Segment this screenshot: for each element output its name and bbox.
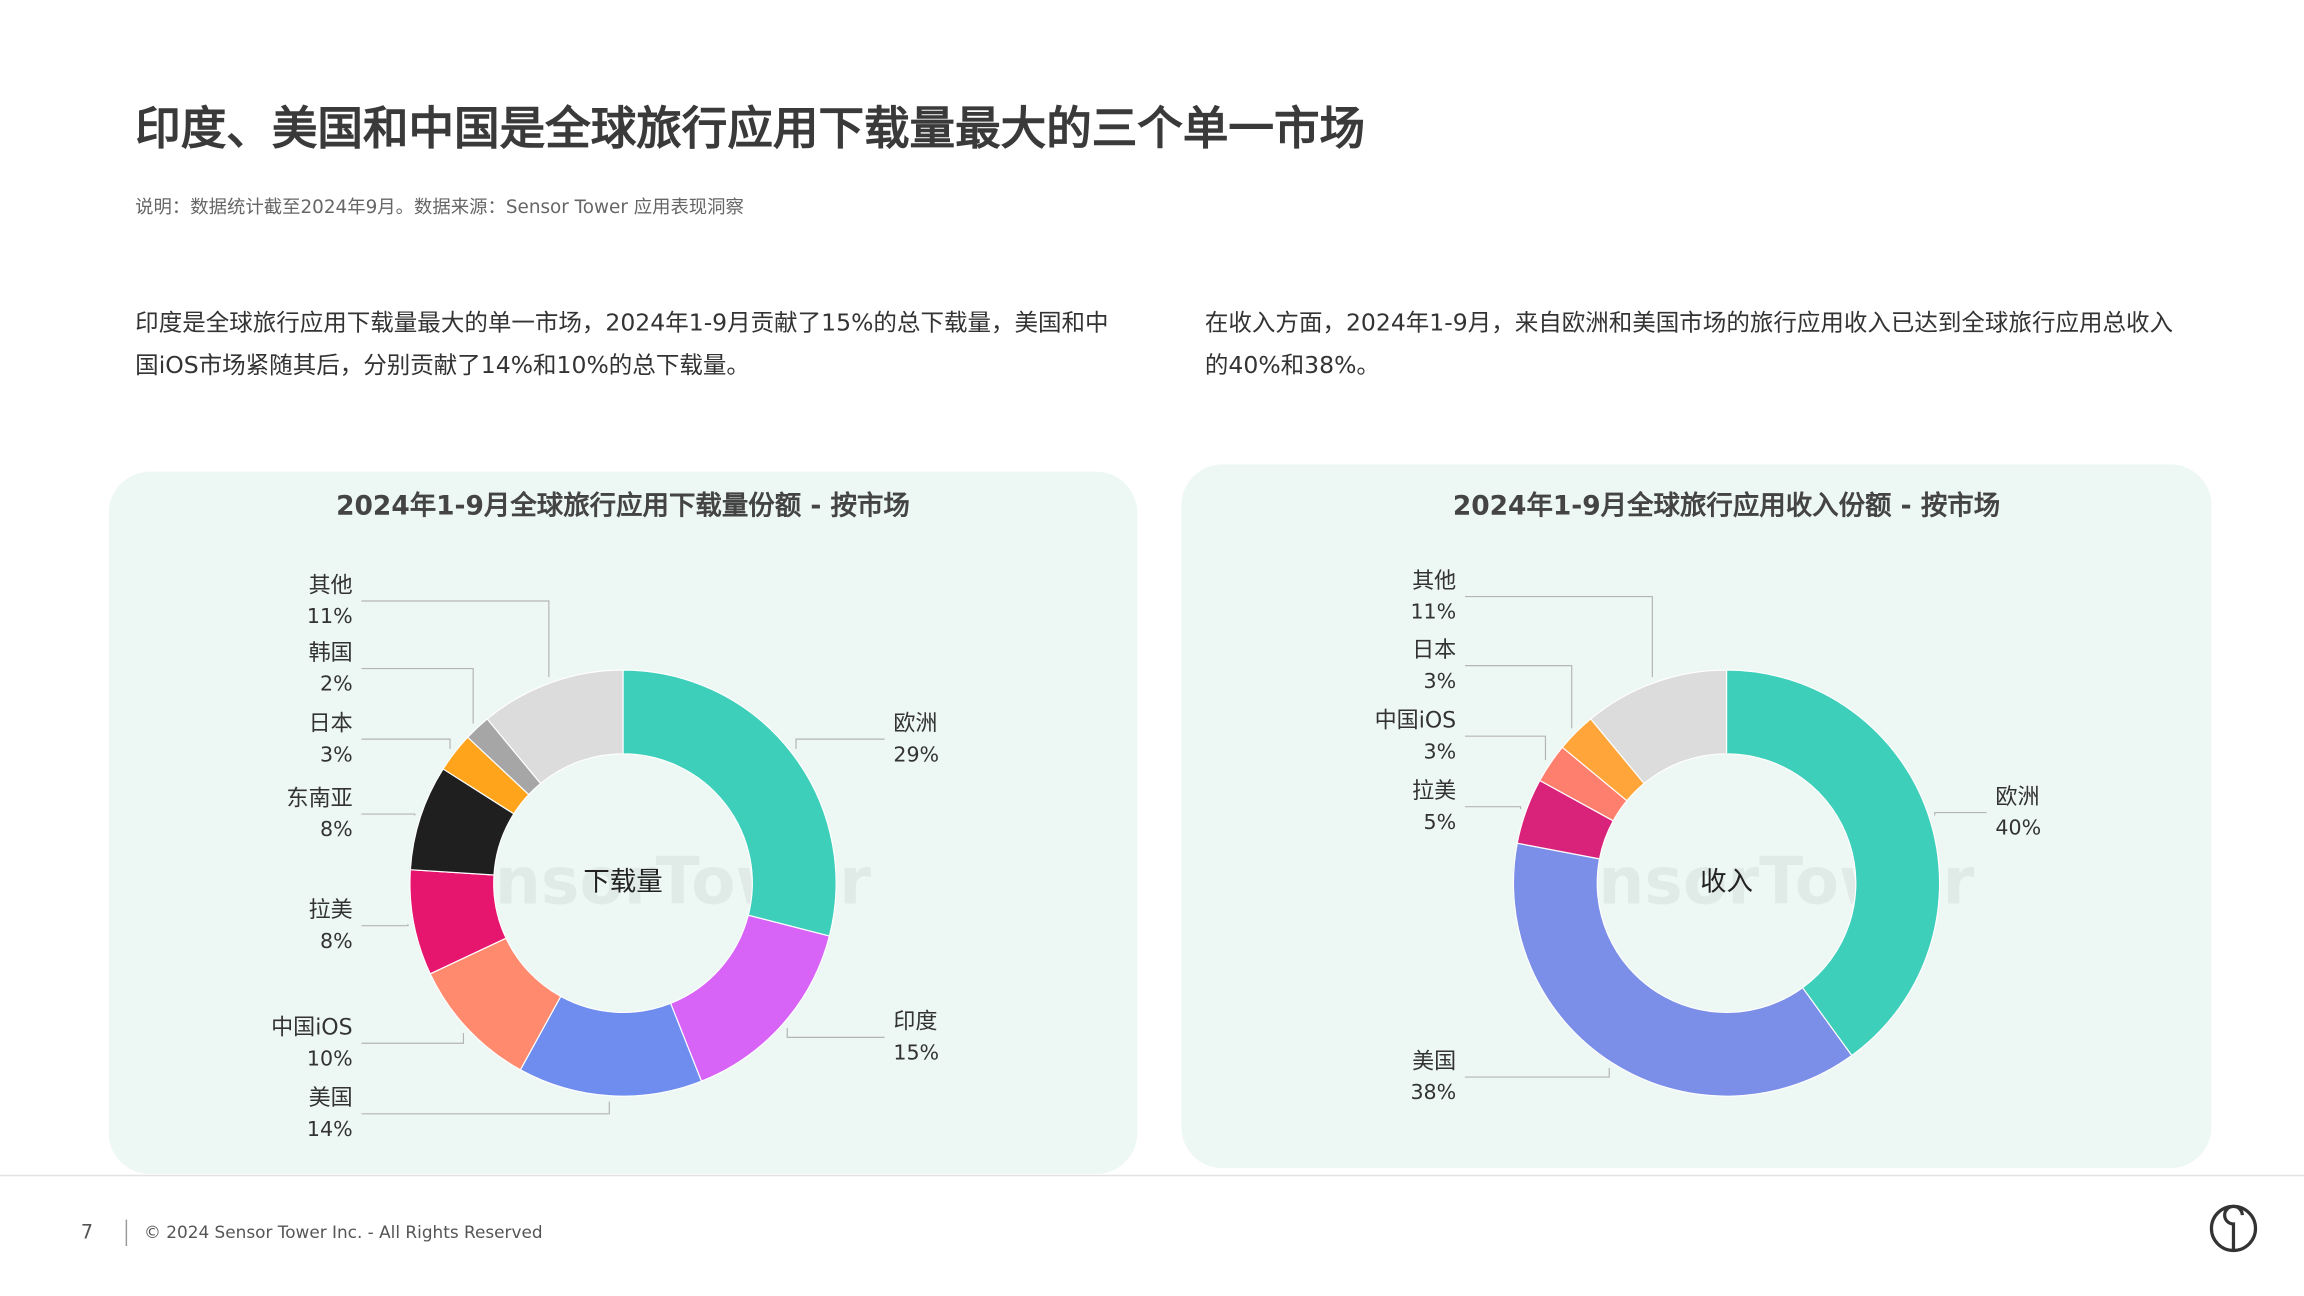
donut-slice	[1512, 842, 1853, 1097]
data-label: 11%	[1410, 600, 1456, 624]
leader-line	[795, 738, 885, 749]
legend-label: 拉美	[1412, 779, 1456, 804]
leader-line	[1934, 811, 1987, 816]
data-label: 40%	[1995, 816, 2041, 840]
leader-line	[361, 1032, 465, 1044]
legend-label: 美国	[309, 1086, 353, 1111]
center-label: 收入	[1700, 867, 1753, 898]
data-label: 3%	[1424, 669, 1457, 693]
legend-label: 东南亚	[287, 786, 353, 811]
chart-panel	[1181, 464, 2212, 1169]
paragraph: 在收入方面，2024年1-9月，来自欧洲和美国市场的旅行应用收入已达到全球旅行应…	[1204, 308, 2174, 380]
leader-line	[361, 738, 451, 749]
data-label: 8%	[320, 817, 353, 841]
legend-label: 印度	[893, 1010, 937, 1035]
legend-label: 美国	[1412, 1049, 1456, 1074]
legend-label: 其他	[309, 573, 353, 598]
page-title: 印度、美国和中国是全球旅行应用下载量最大的三个单一市场	[135, 102, 1366, 156]
chart-panel	[108, 471, 1138, 1175]
leader-line	[361, 600, 550, 678]
donut-slice	[1725, 669, 1941, 1057]
leader-line	[1464, 665, 1573, 729]
data-label: 10%	[307, 1046, 353, 1070]
legend-label: 日本	[309, 711, 353, 736]
legend-label: 中国iOS	[1375, 708, 1457, 733]
legend-label: 其他	[1412, 569, 1456, 594]
donut-slice	[1589, 669, 1728, 785]
data-label: 2%	[320, 672, 353, 696]
data-label: 38%	[1410, 1080, 1456, 1104]
donut-slice	[622, 669, 837, 937]
data-label: 5%	[1424, 810, 1457, 834]
center-label: 下载量	[583, 867, 662, 898]
leader-line	[1464, 806, 1522, 809]
page-number: 7	[81, 1220, 93, 1243]
legend-label: 欧洲	[1995, 785, 2039, 810]
legend-label: 欧洲	[893, 711, 937, 736]
data-label: 14%	[307, 1117, 353, 1141]
leader-line	[1464, 735, 1547, 761]
logo	[2209, 1204, 2258, 1253]
data-label: 3%	[1424, 739, 1457, 763]
leader-line	[361, 1101, 610, 1115]
leader-line	[786, 1027, 885, 1038]
data-label: 11%	[307, 604, 353, 628]
data-label: 8%	[320, 929, 353, 953]
donut-slice	[486, 669, 624, 785]
legend-label: 韩国	[309, 641, 353, 666]
leader-line	[361, 924, 409, 927]
data-label: 3%	[320, 742, 353, 766]
leader-line	[361, 813, 416, 816]
legend-label: 日本	[1412, 638, 1456, 663]
source-note: 说明：数据统计截至2024年9月。数据来源：Sensor Tower 应用表现洞…	[135, 195, 744, 218]
leader-line	[1464, 1067, 1610, 1078]
legend-label: 中国iOS	[271, 1016, 353, 1041]
copyright: © 2024 Sensor Tower Inc. - All Rights Re…	[144, 1222, 543, 1242]
leader-line	[1464, 595, 1653, 678]
chart-title: 2024年1-9月全球旅行应用下载量份额 - 按市场	[336, 490, 910, 521]
paragraph: 印度是全球旅行应用下载量最大的单一市场，2024年1-9月贡献了15%的总下载量…	[135, 308, 1109, 380]
data-label: 29%	[893, 742, 939, 766]
chart-title: 2024年1-9月全球旅行应用收入份额 - 按市场	[1453, 490, 2000, 521]
leader-line	[361, 667, 474, 724]
data-label: 15%	[893, 1041, 939, 1065]
legend-label: 拉美	[309, 898, 353, 923]
